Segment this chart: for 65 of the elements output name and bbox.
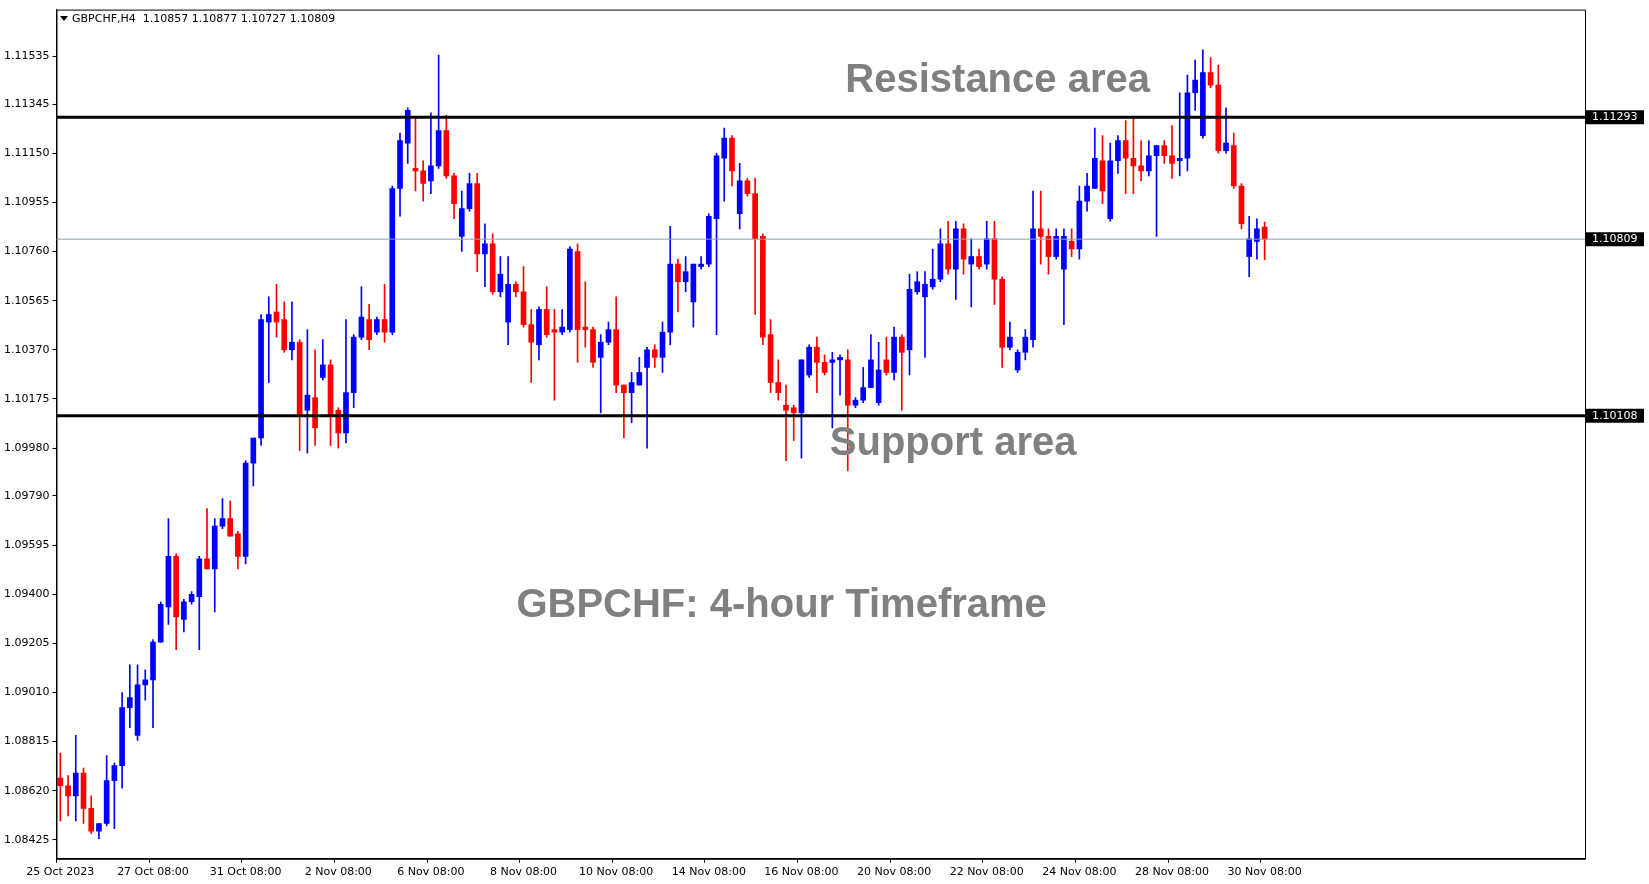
candlestick [1138, 140, 1144, 182]
candlestick [597, 334, 604, 414]
x-tick-label: 28 Nov 08:00 [1134, 865, 1210, 879]
candlestick [582, 281, 589, 348]
y-tick-label: 1.08620 [3, 783, 50, 797]
x-tick-label: 20 Nov 08:00 [857, 865, 932, 879]
candlestick [929, 248, 936, 290]
candlestick [204, 508, 210, 570]
x-tick-label: 22 Nov 08:00 [949, 865, 1024, 879]
candlestick [837, 354, 843, 396]
y-tick-label: 1.09400 [3, 587, 50, 601]
candlestick [621, 384, 627, 439]
candlestick [790, 404, 797, 441]
y-tick-label: 1.10955 [3, 195, 50, 209]
x-tick-label: 25 Oct 2023 [26, 865, 95, 879]
x-tick-label: 10 Nov 08:00 [579, 865, 654, 879]
ref-line-label: 1.10108 [1592, 408, 1638, 422]
x-tick-label: 24 Nov 08:00 [1042, 865, 1117, 879]
candlestick [127, 664, 133, 729]
x-tick-label: 31 Oct 08:00 [209, 865, 282, 879]
candlestick [644, 346, 650, 449]
y-tick-label: 1.09010 [3, 685, 50, 699]
y-tick-label: 1.10565 [3, 293, 50, 307]
y-tick-label: 1.09980 [3, 440, 50, 454]
y-tick-label: 1.11345 [3, 96, 50, 110]
x-tick-label: 30 Nov 08:00 [1227, 865, 1302, 879]
candlestick [1223, 107, 1229, 154]
candlestick [829, 351, 836, 429]
ref-line-label: 1.11293 [1592, 110, 1638, 124]
candlestick [482, 223, 488, 288]
candlestick [922, 271, 928, 358]
candlestick [265, 296, 272, 383]
y-tick-label: 1.10370 [3, 342, 50, 356]
candlestick [1037, 190, 1044, 265]
y-tick-label: 1.11150 [3, 146, 50, 160]
x-tick-label: 27 Oct 08:00 [117, 865, 189, 879]
annotation: GBPCHF: 4-hour Timeframe [516, 581, 1047, 626]
y-tick-label: 1.09595 [3, 537, 50, 551]
candlestick [528, 309, 535, 383]
y-tick-label: 1.10175 [3, 391, 50, 405]
candlestick [142, 669, 149, 701]
x-tick-label: 6 Nov 08:00 [397, 865, 465, 879]
candlestick [559, 309, 565, 335]
x-tick-label: 8 Nov 08:00 [489, 865, 558, 879]
candlestick [968, 238, 975, 308]
x-tick-label: 14 Nov 08:00 [671, 865, 746, 879]
x-tick-label: 2 Nov 08:00 [304, 865, 372, 879]
chart-title: GBPCHF,H4 1.10857 1.10877 1.10727 1.10809 [72, 12, 336, 25]
y-tick-label: 1.09205 [3, 636, 50, 650]
y-tick-label: 1.09790 [3, 488, 50, 502]
annotation: Resistance area [845, 56, 1151, 101]
y-tick-label: 1.08425 [3, 832, 50, 846]
candlestick [898, 334, 905, 411]
x-tick-label: 16 Nov 08:00 [764, 865, 839, 879]
candlestick [1176, 92, 1183, 177]
y-tick-label: 1.10760 [3, 244, 50, 258]
y-tick-label: 1.11535 [3, 49, 50, 63]
candlestick [783, 384, 789, 461]
candlestick [1169, 125, 1175, 179]
candlestick [289, 301, 295, 361]
candlestick [1122, 120, 1129, 194]
ref-line-label: 1.10809 [1592, 232, 1638, 246]
candlestick [698, 256, 704, 270]
y-tick-label: 1.08815 [3, 734, 50, 748]
candlestick [428, 112, 434, 194]
